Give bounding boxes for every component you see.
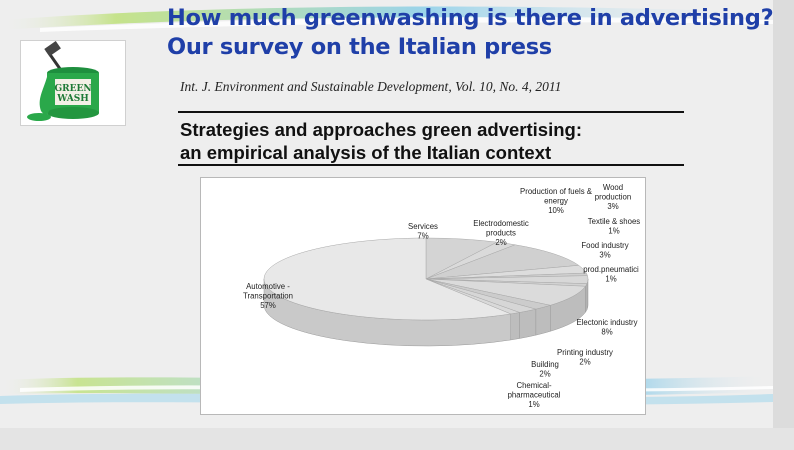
pie-label-services: Services 7% — [408, 222, 438, 241]
pie-label-line: energy — [544, 197, 568, 206]
slide-title-line-1: How much greenwashing is there in advert… — [167, 5, 773, 31]
pie-label-line: Automotive - — [246, 282, 290, 291]
presentation-slide: GREEN WASH How much greenwashing is ther… — [0, 4, 773, 415]
bottom-gutter — [0, 428, 794, 450]
pie-label-line: Food industry — [581, 241, 628, 250]
pie-side-printing-industry — [535, 304, 551, 336]
right-gutter — [773, 0, 794, 450]
pie-label-line: Production of fuels & — [520, 187, 593, 196]
paper-title-line-2: an empirical analysis of the Italian con… — [180, 142, 552, 163]
bottom-divider — [178, 164, 684, 166]
pie-label-line: Printing industry — [557, 348, 613, 357]
pie-label-line: 1% — [605, 275, 616, 284]
slide-title: How much greenwashing is there in advert… — [167, 4, 773, 62]
pie-label-line: 8% — [601, 328, 612, 337]
top-divider — [178, 111, 684, 113]
pie-chart-frame: Automotive -Transportation 57% Services 7% E… — [200, 177, 646, 415]
slide-title-line-2: Our survey on the Italian press — [167, 34, 552, 60]
pie-label-printing-industry: Printing industry 2% — [557, 348, 613, 367]
pie-label-line: Textile & shoes — [588, 217, 641, 226]
pie-label-textile-shoes: Textile & shoes 1% — [588, 217, 641, 236]
pie-label-line: 2% — [495, 238, 506, 247]
journal-citation: Int. J. Environment and Sustainable Deve… — [180, 79, 562, 94]
pie-label-line: 7% — [417, 232, 428, 241]
greenwash-logo: GREEN WASH — [20, 40, 126, 126]
pie-top — [263, 237, 589, 321]
pie-label-electrodomestic-products: Electrodomestic products 2% — [473, 219, 529, 247]
pie-label-line: 10% — [548, 206, 564, 215]
pie-label-prod-pneumatici: prod.pneumatici 1% — [583, 265, 639, 284]
pie-label-line: Transportation — [243, 292, 293, 301]
pie-label-line: products — [486, 229, 516, 238]
pie-label-chemical-pharmaceutical: Chemical-pharmaceutical 1% — [508, 381, 561, 409]
pie-label-electonic-industry: Electonic industry 8% — [576, 318, 637, 337]
pie-label-line: Services — [408, 222, 438, 231]
pie-label-line: Electrodomestic — [473, 219, 529, 228]
paper-title-line-1: Strategies and approaches green advertis… — [180, 119, 582, 140]
pie-label-line: 2% — [539, 370, 550, 379]
logo-text-wash: WASH — [56, 94, 89, 104]
pie-label-line: Wood — [603, 183, 623, 192]
pie-label-line: Electonic industry — [576, 318, 637, 327]
paper-title: Strategies and approaches green advertis… — [180, 118, 582, 164]
pie-label-line: Building — [531, 360, 559, 369]
pie-label-production-of-fuels-energy: Production of fuels & energy 10% — [520, 187, 593, 215]
pie-label-line: 3% — [599, 251, 610, 260]
pie-slice-automotive-transportation — [263, 237, 512, 321]
pie-label-line: 3% — [607, 202, 618, 211]
pie-chart: Automotive -Transportation 57% Services 7% E… — [243, 183, 640, 409]
pie-label-line: prod.pneumatici — [583, 265, 639, 274]
pie-label-automotive-transportation: Automotive -Transportation 57% — [243, 282, 293, 310]
top-swoosh-decoration — [0, 6, 773, 32]
pie-slice-production-of-fuels-energy — [425, 244, 580, 280]
pie-label-line: 1% — [608, 227, 619, 236]
pie-label-food-industry: Food industry 3% — [581, 241, 628, 260]
pie-label-line: 1% — [528, 400, 539, 409]
pie-label-line: 2% — [579, 358, 590, 367]
pie-labels: Automotive -Transportation 57% Services 7% E… — [243, 183, 640, 409]
pie-side-building — [519, 308, 537, 339]
pie-side-chemical-pharmaceutical — [510, 312, 520, 341]
pie-label-wood-production: Wood production 3% — [595, 183, 631, 211]
logo-text-green: GREEN — [54, 84, 91, 94]
pie-label-line: production — [595, 193, 631, 202]
pie-label-building: Building 2% — [531, 360, 559, 379]
pie-label-line: 57% — [260, 301, 276, 310]
pie-label-line: pharmaceutical — [508, 391, 561, 400]
pie-label-line: Chemical- — [516, 381, 551, 390]
